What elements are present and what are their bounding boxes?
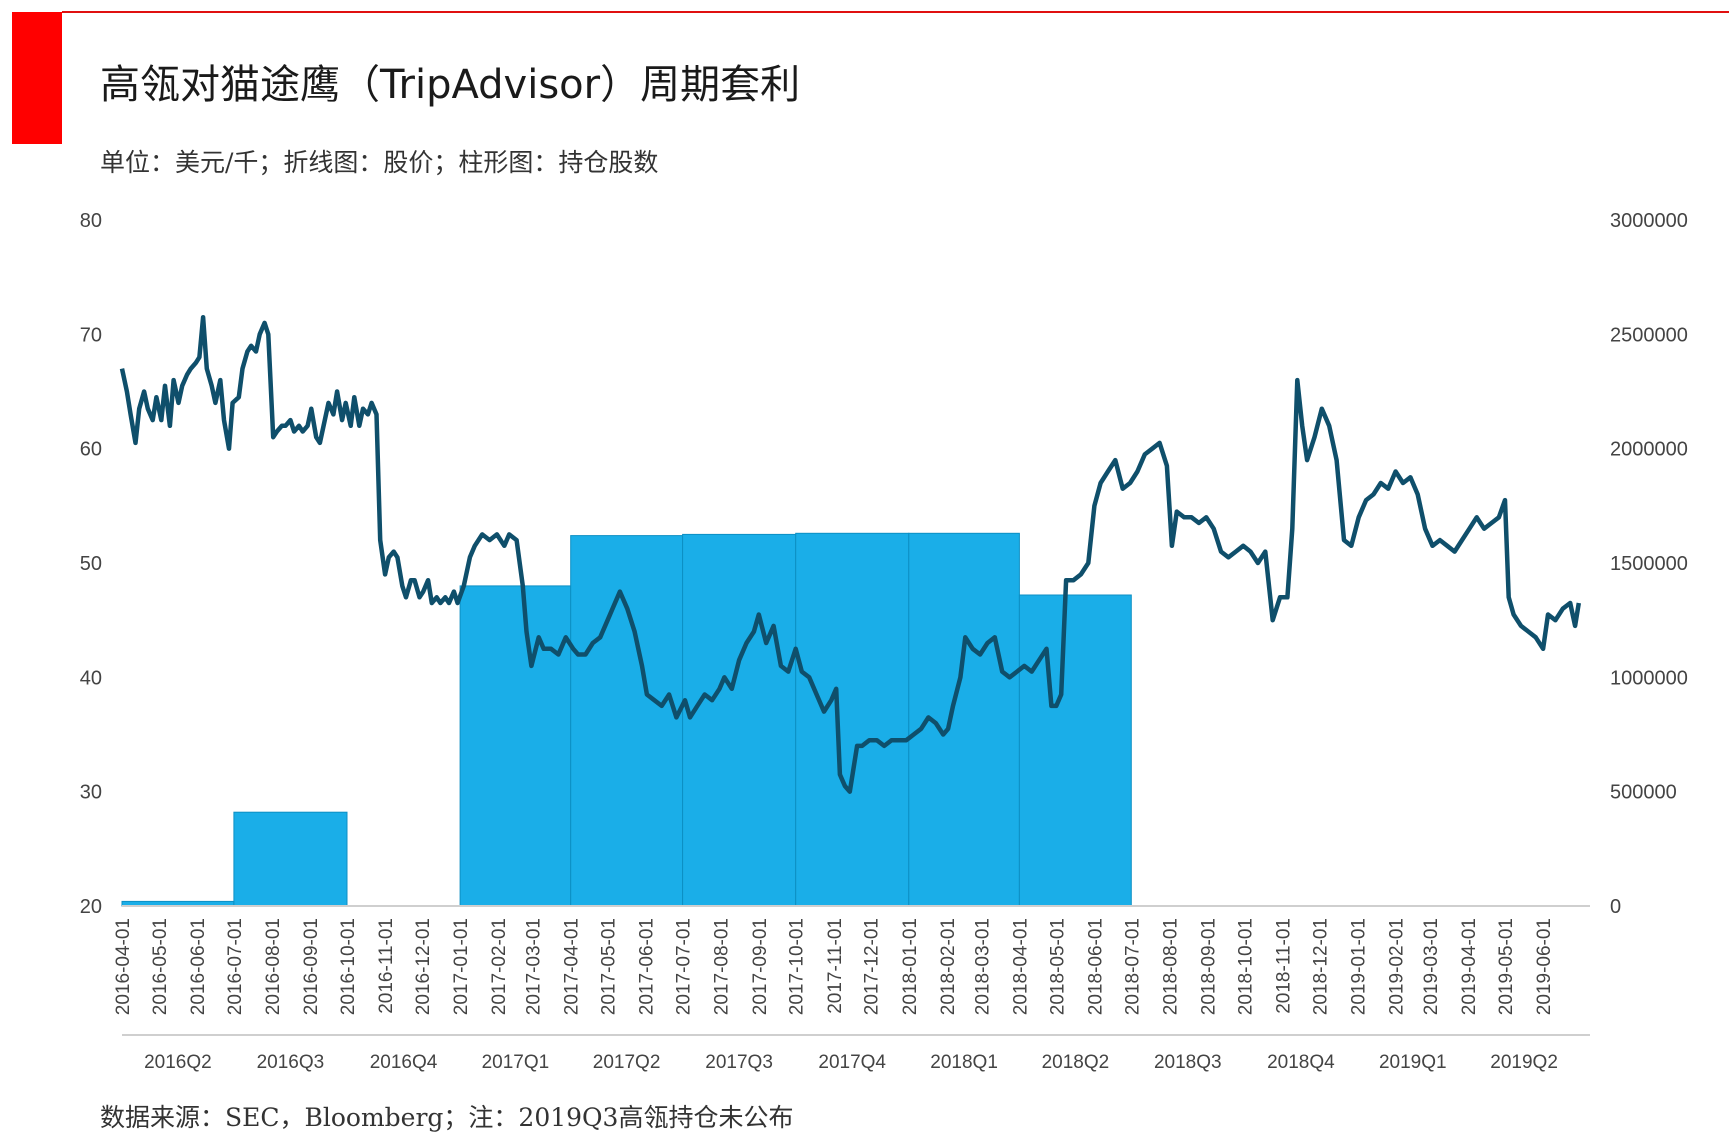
left-axis-tick: 50 [80, 553, 102, 575]
date-tick-label: 2019-01-01 [1349, 918, 1370, 1015]
date-tick-label: 2018-10-01 [1235, 918, 1256, 1015]
date-tick-label: 2016-08-01 [263, 918, 284, 1015]
date-tick-label: 2019-02-01 [1387, 918, 1408, 1015]
date-tick-label: 2016-11-01 [376, 918, 397, 1014]
quarter-label: 2018Q2 [1042, 1052, 1110, 1073]
date-tick-label: 2016-07-01 [225, 918, 246, 1015]
date-tick-label: 2017-02-01 [489, 918, 510, 1015]
right-axis-tick: 0 [1610, 896, 1621, 918]
header-rule [62, 11, 1729, 13]
holding-bar-2017Q4 [795, 532, 910, 907]
data-source-note: 数据来源：SEC，Bloomberg；注：2019Q3高瓴持仓未公布 [100, 1103, 794, 1132]
holding-bar-2018Q2 [1018, 594, 1132, 907]
date-tick-label: 2018-04-01 [1010, 918, 1031, 1015]
price-line [119, 314, 1582, 794]
date-tick-label: 2016-04-01 [113, 918, 134, 1015]
quarter-label: 2016Q2 [144, 1052, 212, 1073]
date-tick-label: 2018-01-01 [900, 918, 921, 1015]
date-tick-label: 2019-06-01 [1534, 918, 1555, 1015]
date-tick-label: 2016-10-01 [338, 918, 359, 1015]
date-tick-label: 2018-07-01 [1122, 918, 1143, 1015]
left-axis-tick: 20 [80, 896, 102, 918]
axis-layer: 80 70 60 50 40 30 20 3000000 2500000 2000000 15000… [80, 210, 1688, 1073]
quarter-label: 2019Q2 [1490, 1052, 1558, 1073]
holding-bar-2017Q3 [682, 533, 797, 907]
left-axis-tick: 40 [80, 667, 102, 689]
quarter-label: 2018Q1 [930, 1052, 998, 1073]
date-tick-label: 2017-10-01 [787, 918, 808, 1015]
quarter-label: 2017Q2 [593, 1052, 661, 1073]
date-tick-label: 2018-05-01 [1047, 918, 1068, 1015]
left-axis-tick: 30 [80, 782, 102, 804]
quarter-label: 2018Q4 [1267, 1052, 1335, 1073]
date-tick-label: 2017-07-01 [674, 918, 695, 1015]
date-tick-label: 2017-06-01 [637, 918, 658, 1015]
quarter-label: 2016Q3 [257, 1052, 325, 1073]
quarter-label: 2016Q4 [370, 1052, 438, 1073]
date-tick-label: 2019-05-01 [1496, 918, 1517, 1015]
left-axis-tick: 70 [80, 324, 102, 346]
holding-bar-2017Q2 [570, 535, 684, 907]
quarter-label: 2019Q1 [1379, 1052, 1447, 1073]
quarter-label: 2018Q3 [1154, 1052, 1222, 1073]
quarter-label: 2017Q4 [818, 1052, 886, 1073]
date-tick-label: 2017-05-01 [599, 918, 620, 1015]
date-tick-label: 2017-12-01 [862, 918, 883, 1015]
chart-subtitle: 单位：美元/千；折线图：股价；柱形图：持仓股数 [100, 148, 659, 177]
date-tick-label: 2018-03-01 [972, 918, 993, 1015]
date-tick-label: 2018-06-01 [1085, 918, 1106, 1015]
right-axis-tick: 1000000 [1610, 667, 1688, 689]
date-tick-label: 2017-04-01 [562, 918, 583, 1015]
right-axis-tick: 500000 [1610, 782, 1677, 804]
date-tick-label: 2017-01-01 [451, 918, 472, 1015]
bars-layer [121, 532, 1132, 907]
holding-bar-2017Q1 [459, 585, 572, 907]
quarter-label: 2017Q3 [705, 1052, 773, 1073]
line-layer [119, 314, 1582, 794]
quarter-label: 2017Q1 [482, 1052, 550, 1073]
title-accent-block [12, 12, 62, 144]
date-tick-label: 2017-03-01 [524, 918, 545, 1015]
left-axis-tick: 80 [80, 210, 102, 232]
date-tick-label: 2018-09-01 [1199, 918, 1220, 1015]
date-tick-label: 2018-08-01 [1160, 918, 1181, 1015]
holding-bar-2016Q3 [233, 811, 348, 907]
right-axis-tick: 1500000 [1610, 553, 1688, 575]
date-tick-label: 2018-12-01 [1310, 918, 1331, 1015]
date-tick-label: 2016-09-01 [301, 918, 322, 1015]
date-tick-label: 2016-06-01 [188, 918, 209, 1015]
date-tick-label: 2019-04-01 [1459, 918, 1480, 1015]
date-tick-label: 2016-12-01 [413, 918, 434, 1015]
date-tick-label: 2019-03-01 [1421, 918, 1442, 1015]
right-axis-tick: 3000000 [1610, 210, 1688, 232]
date-tick-label: 2017-09-01 [750, 918, 771, 1015]
right-axis-tick: 2500000 [1610, 324, 1688, 346]
date-tick-label: 2018-02-01 [938, 918, 959, 1015]
right-axis-tick: 2000000 [1610, 439, 1688, 461]
date-tick-label: 2017-11-01 [825, 918, 846, 1014]
date-tick-label: 2018-11-01 [1274, 918, 1295, 1014]
date-tick-label: 2017-08-01 [712, 918, 733, 1015]
date-tick-label: 2016-05-01 [150, 918, 171, 1015]
left-axis-tick: 60 [80, 439, 102, 461]
page-title: 高瓴对猫途鹰（TripAdvisor）周期套利 [100, 62, 801, 108]
